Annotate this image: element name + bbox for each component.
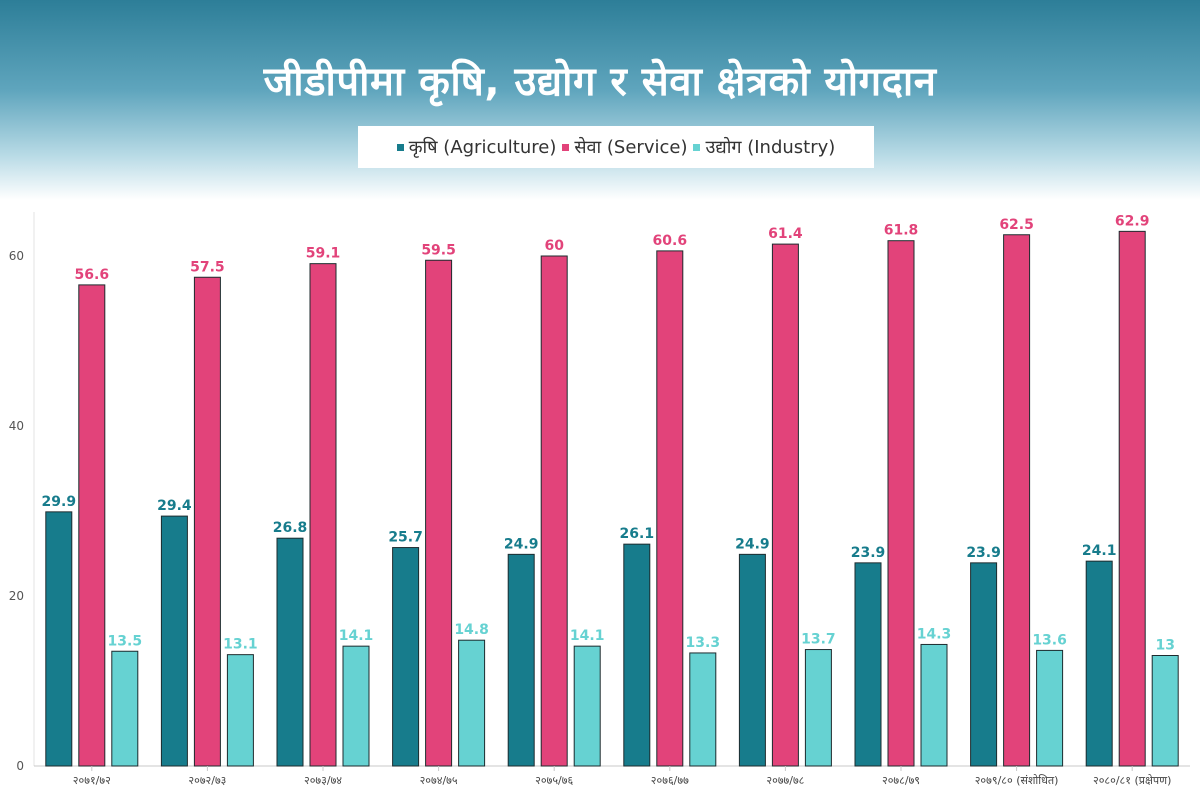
bar-agriculture	[45, 511, 73, 767]
data-label-service: 62.9	[1115, 213, 1150, 229]
data-label-industry: 14.8	[454, 622, 489, 638]
bar-agriculture	[276, 537, 304, 767]
data-label-agriculture: 26.1	[620, 526, 655, 542]
data-label-industry: 13.1	[223, 637, 258, 653]
bar-service	[1003, 234, 1031, 767]
bar-industry	[573, 645, 601, 767]
bar-agriculture	[160, 515, 188, 767]
data-label-service: 60.6	[653, 233, 688, 249]
y-tick-label: 40	[9, 419, 24, 433]
data-label-industry: 13.3	[686, 635, 721, 651]
chart-legend: कृषि (Agriculture) सेवा (Service) उद्योग…	[358, 126, 874, 168]
bar-service	[193, 276, 221, 767]
data-label-agriculture: 24.9	[504, 536, 539, 552]
legend-item-industry: उद्योग (Industry)	[693, 135, 835, 159]
x-tick-label: २०७६/७७	[651, 774, 689, 787]
data-label-agriculture: 29.4	[157, 498, 192, 514]
data-label-agriculture: 23.9	[966, 545, 1001, 561]
x-tick-label: २०७५/७६	[535, 774, 573, 787]
data-label-industry: 13.6	[1032, 632, 1067, 648]
bar-agriculture	[738, 553, 766, 767]
bar-chart: 0 20 40 60 29.9 56.6 13.5 २०७१/७२ 29.4 57.5 13.1 २०…	[9, 212, 1190, 787]
data-label-industry: 14.1	[339, 628, 374, 644]
x-tick-label: २०७२/७३	[188, 774, 226, 787]
y-tick-label: 60	[9, 249, 24, 263]
bar-service	[1118, 230, 1146, 767]
data-label-service: 61.8	[884, 223, 919, 239]
data-label-agriculture: 24.1	[1082, 543, 1117, 559]
y-tick-label: 20	[9, 589, 24, 603]
data-label-agriculture: 29.9	[42, 494, 77, 510]
x-tick-label: २०७८/७९	[882, 774, 920, 787]
bar-service	[425, 259, 453, 767]
legend-item-service: सेवा (Service)	[562, 135, 687, 159]
x-tick-label: २०७७/७८	[766, 774, 804, 787]
legend-swatch-industry	[693, 143, 701, 151]
bar-service	[540, 255, 568, 767]
legend-label-agriculture: कृषि (Agriculture)	[408, 137, 557, 158]
bar-industry	[458, 639, 486, 767]
data-label-service: 59.1	[306, 246, 341, 262]
data-label-agriculture: 26.8	[273, 520, 308, 536]
legend-label-service: सेवा (Service)	[574, 137, 688, 158]
data-label-service: 56.6	[75, 267, 110, 283]
bar-industry	[226, 654, 254, 767]
bar-service	[887, 240, 915, 767]
data-label-industry: 14.1	[570, 628, 605, 644]
data-label-industry: 14.3	[917, 626, 952, 642]
bar-service	[309, 263, 337, 767]
legend-swatch-agriculture	[396, 143, 404, 151]
bar-agriculture	[392, 547, 420, 767]
bar-service	[771, 243, 799, 767]
bar-agriculture	[854, 562, 882, 767]
y-tick-label: 0	[16, 759, 24, 773]
data-label-service: 62.5	[999, 217, 1034, 233]
x-tick-label: २०७१/७२	[73, 774, 111, 787]
data-label-agriculture: 23.9	[851, 545, 886, 561]
bar-industry	[689, 652, 717, 767]
data-label-service: 59.5	[421, 242, 456, 258]
legend-swatch-service	[562, 143, 570, 151]
data-label-service: 61.4	[768, 226, 803, 242]
data-label-agriculture: 25.7	[388, 530, 423, 546]
data-label-agriculture: 24.9	[735, 536, 770, 552]
bar-agriculture	[970, 562, 998, 767]
bar-industry	[342, 645, 370, 767]
data-label-industry: 13	[1155, 638, 1174, 654]
legend-label-industry: उद्योग (Industry)	[705, 137, 836, 158]
bar-agriculture	[623, 543, 651, 767]
bar-industry	[920, 643, 948, 767]
data-label-service: 57.5	[190, 259, 225, 275]
bar-industry	[1036, 649, 1064, 767]
x-tick-label: २०८०/८१ (प्रक्षेपण)	[1093, 774, 1171, 787]
data-label-industry: 13.5	[108, 633, 143, 649]
x-tick-label: २०७३/७४	[304, 774, 342, 787]
legend-item-agriculture: कृषि (Agriculture)	[396, 135, 557, 159]
bar-service	[656, 250, 684, 767]
bar-service	[78, 284, 106, 767]
chart-header: जीडीपीमा कृषि, उद्योग र सेवा क्षेत्रको य…	[0, 0, 1200, 200]
data-label-industry: 13.7	[801, 632, 836, 648]
bar-agriculture	[1085, 560, 1113, 767]
bar-industry	[1151, 655, 1179, 767]
bar-agriculture	[507, 553, 535, 767]
data-label-service: 60	[544, 238, 564, 254]
bar-industry	[111, 650, 139, 767]
x-tick-label: २०७४/७५	[420, 774, 458, 787]
bar-industry	[804, 649, 832, 767]
x-tick-label: २०७९/८० (संशोधित)	[975, 774, 1059, 787]
chart-title: जीडीपीमा कृषि, उद्योग र सेवा क्षेत्रको य…	[263, 59, 937, 105]
